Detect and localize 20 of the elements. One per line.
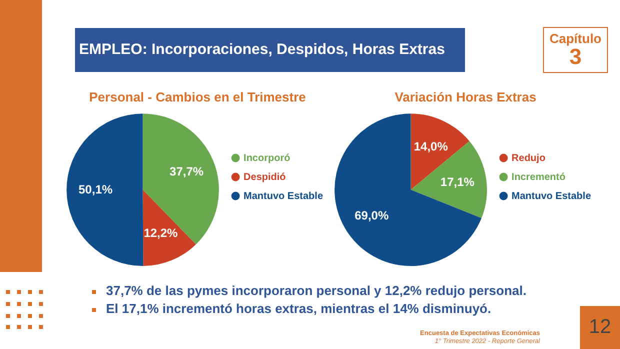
legend-label: Despidió [244, 172, 286, 183]
legend-label: Mantuvo Estable [244, 190, 324, 202]
text: 37,7% de las pymes incorporaron personal y 12,2% redujo personal. [106, 283, 526, 298]
data-label: 14,0% [414, 139, 448, 154]
data-label: 17,1% [440, 174, 475, 189]
legend-label: Redujo [512, 152, 546, 164]
data-label: 50,1% [78, 182, 113, 196]
data-label: 69,0% [354, 208, 389, 223]
legend-label: Incrementó [512, 172, 566, 183]
chart-title: Variación Horas Extras [394, 89, 536, 104]
legend-label: Incorporó [244, 152, 290, 164]
text: 12 [588, 316, 612, 338]
legend-label: Mantuvo Estable [512, 190, 592, 202]
data-label: 37,7% [170, 164, 204, 178]
text: Capítulo [550, 31, 602, 46]
text: EMPLEO: Incorporaciones, Despidos, Horas Extras [79, 41, 445, 58]
chart-title: Personal - Cambios en el Trimestre [89, 89, 306, 104]
text: El 17,1% incrementó horas extras, mientras el 14% disminuyó. [106, 301, 492, 316]
data-label: 12,2% [144, 226, 178, 240]
text: 3 [569, 44, 582, 69]
